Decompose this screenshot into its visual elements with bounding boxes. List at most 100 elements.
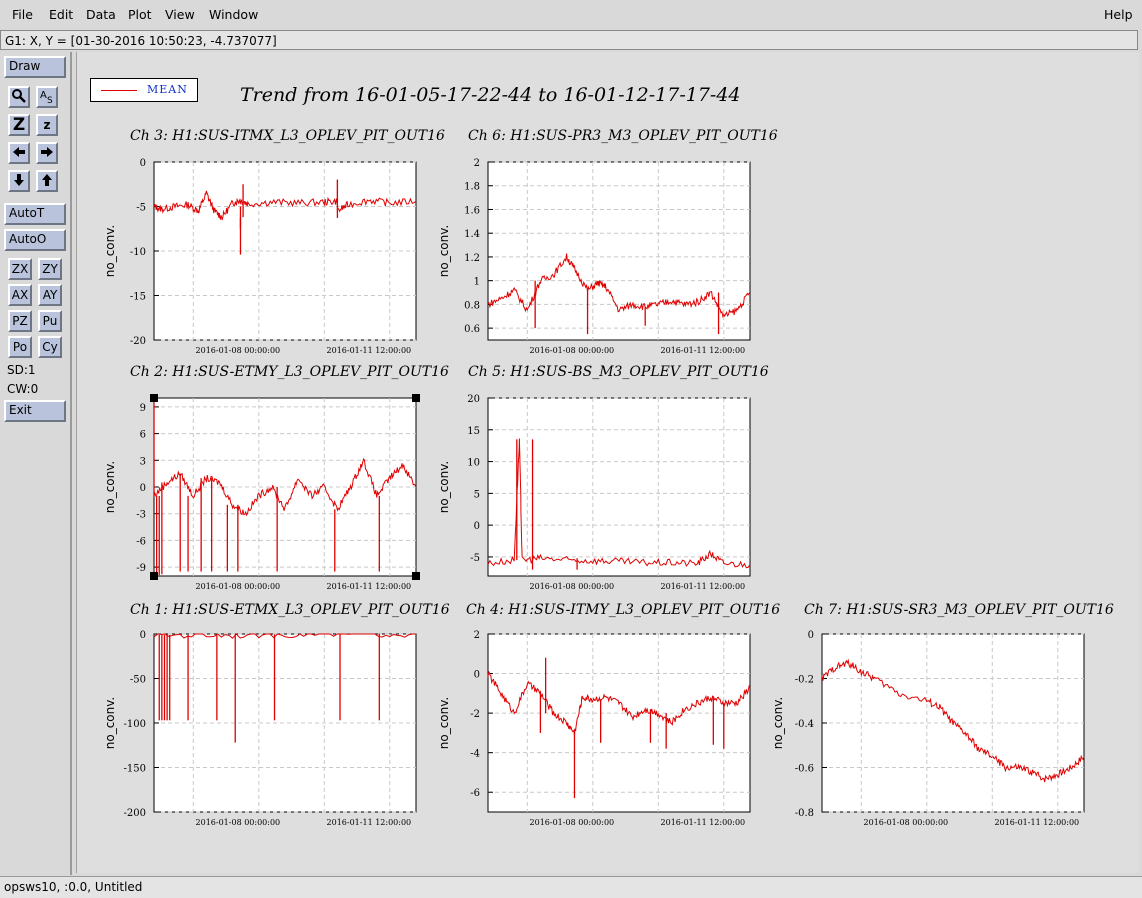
- menu-file[interactable]: File: [12, 7, 33, 22]
- y-tick-label: 20: [467, 394, 480, 405]
- menu-help[interactable]: Help: [1104, 7, 1133, 22]
- zoom-in-icon[interactable]: Z: [8, 114, 30, 136]
- menu-bar: File Edit Data Plot View Window Help: [0, 0, 1142, 30]
- y-axis-label: no_conv.: [103, 697, 117, 749]
- trend-plot[interactable]: 0 -0.2 -0.4 -0.6 -0.8 2016-01-08 00:00:00 2016…: [762, 630, 1104, 848]
- y-tick-label: 0.6: [464, 324, 480, 335]
- menu-plot[interactable]: Plot: [128, 7, 152, 22]
- arrow-left-icon[interactable]: [8, 142, 30, 164]
- y-tick-label: -0.2: [795, 675, 814, 686]
- trend-plot[interactable]: 0 -50 -100 -150 -200 2016-01-08 00:00:00 2016-…: [94, 630, 436, 848]
- plot-title: Ch 7: H1:SUS-SR3_M3_OPLEV_PIT_OUT16: [804, 602, 1114, 618]
- y-axis-label: no_conv.: [103, 461, 117, 513]
- y-tick-label: 0: [140, 630, 146, 641]
- plot-title: Ch 5: H1:SUS-BS_M3_OPLEV_PIT_OUT16: [468, 364, 769, 380]
- plot-title: Ch 3: H1:SUS-ITMX_L3_OPLEV_PIT_OUT16: [130, 128, 445, 144]
- y-tick-label: -6: [470, 788, 480, 799]
- y-tick-label: 1.4: [464, 229, 480, 240]
- y-tick-label: -20: [130, 336, 146, 347]
- trend-plot[interactable]: 2 0 -2 -4 -6 2016-01-08 00:00:00 2016-01-11 12…: [428, 630, 770, 848]
- y-tick-label: 2: [474, 158, 480, 169]
- y-axis-label: no_conv.: [437, 225, 451, 277]
- menu-window[interactable]: Window: [209, 7, 259, 22]
- y-tick-label: -150: [124, 764, 146, 775]
- cw-label: CW:0: [7, 382, 39, 396]
- x-tick-label: 2016-01-08 00:00:00: [530, 818, 615, 827]
- y-axis-label: no_conv.: [771, 697, 785, 749]
- y-tick-label: 0: [140, 483, 146, 494]
- y-tick-label: 6: [140, 430, 146, 441]
- y-tick-label: 0: [474, 670, 480, 681]
- autoo-button[interactable]: AutoO: [4, 229, 66, 251]
- zx-button[interactable]: ZX: [8, 258, 32, 280]
- y-tick-label: 1.8: [464, 182, 480, 193]
- trend-plot[interactable]: 2 1.8 1.6 1.4 1.2 1 0.8 0.6 2016-01-08 00:00:00 2…: [428, 158, 770, 376]
- selection-handle: [412, 572, 420, 580]
- y-tick-label: -6: [136, 536, 146, 547]
- y-tick-label: -50: [130, 675, 146, 686]
- selection-handle: [150, 394, 158, 402]
- zoom-out-icon[interactable]: z: [36, 114, 58, 136]
- plot-area: [487, 161, 751, 341]
- series-line: [821, 658, 1085, 783]
- plot-area: [487, 397, 751, 577]
- main-title: Trend from 16-01-05-17-22-44 to 16-01-12…: [240, 84, 741, 106]
- y-axis-label: no_conv.: [437, 461, 451, 513]
- x-tick-label: 2016-01-08 00:00:00: [530, 582, 615, 591]
- y-tick-label: 0: [474, 521, 480, 532]
- pz-button[interactable]: PZ: [8, 310, 32, 332]
- exit-button[interactable]: Exit: [4, 400, 66, 422]
- autot-button[interactable]: AutoT: [4, 203, 66, 225]
- draw-button[interactable]: Draw: [4, 56, 66, 78]
- zy-button[interactable]: ZY: [38, 258, 62, 280]
- plot-area: [153, 397, 417, 577]
- plot-title: Ch 4: H1:SUS-ITMY_L3_OPLEV_PIT_OUT16: [466, 602, 781, 618]
- arrow-right-icon[interactable]: [36, 142, 58, 164]
- plot-title: Ch 2: H1:SUS-ETMY_L3_OPLEV_PIT_OUT16: [130, 364, 449, 380]
- y-tick-label: 15: [467, 426, 480, 437]
- legend-label: MEAN: [147, 83, 188, 96]
- menu-view[interactable]: View: [165, 7, 195, 22]
- y-tick-label: -4: [470, 749, 480, 760]
- series-line: [153, 633, 416, 639]
- x-tick-label: 2016-01-11 12:00:00: [661, 818, 746, 827]
- y-tick-label: -15: [130, 292, 146, 303]
- y-tick-label: -200: [124, 808, 146, 819]
- y-tick-label: 0: [140, 158, 146, 169]
- y-tick-label: -0.6: [795, 764, 814, 775]
- arrow-down-icon[interactable]: [8, 170, 30, 192]
- selection-handle: [150, 572, 158, 580]
- svg-text:S: S: [47, 96, 53, 104]
- plot-area: [153, 633, 417, 813]
- y-axis-label: no_conv.: [103, 225, 117, 277]
- plot-area: [487, 633, 751, 813]
- menu-edit[interactable]: Edit: [49, 7, 74, 22]
- x-tick-label: 2016-01-11 12:00:00: [327, 346, 412, 355]
- series-line: [153, 457, 417, 517]
- menu-data[interactable]: Data: [86, 7, 116, 22]
- y-tick-label: 0.8: [464, 300, 480, 311]
- ay-button[interactable]: AY: [38, 284, 62, 306]
- y-tick-label: 10: [467, 458, 480, 469]
- trend-plot[interactable]: 0 -5 -10 -15 -20 2016-01-08 00:00:00 2016-01-1…: [94, 158, 436, 376]
- coordinate-readout: G1: X, Y = [01-30-2016 10:50:23, -4.7370…: [0, 30, 1138, 50]
- pu-button[interactable]: Pu: [38, 310, 62, 332]
- trend-plot[interactable]: 9 6 3 0 -3 -6 -9 2016-01-08 00:00:00 2016-01-11 …: [94, 394, 436, 612]
- y-tick-label: -5: [136, 203, 146, 214]
- series-line: [487, 438, 751, 569]
- magnifier-icon[interactable]: [8, 86, 30, 108]
- po-button[interactable]: Po: [8, 336, 32, 358]
- cy-button[interactable]: Cy: [38, 336, 62, 358]
- trend-plot[interactable]: 20 15 10 5 0 -5 2016-01-08 00:00:00 2016-01-11 …: [428, 394, 770, 612]
- selection-handle: [412, 394, 420, 402]
- y-axis-label: no_conv.: [437, 697, 451, 749]
- plot-title: Ch 1: H1:SUS-ETMX_L3_OPLEV_PIT_OUT16: [130, 602, 450, 618]
- ax-button[interactable]: AX: [8, 284, 32, 306]
- y-tick-label: 1.2: [464, 253, 480, 264]
- status-bar: opsws10, :0.0, Untitled: [0, 876, 1142, 898]
- arrow-up-icon[interactable]: [36, 170, 58, 192]
- x-tick-label: 2016-01-08 00:00:00: [530, 346, 615, 355]
- x-tick-label: 2016-01-08 00:00:00: [196, 346, 281, 355]
- svg-text:A: A: [40, 90, 47, 101]
